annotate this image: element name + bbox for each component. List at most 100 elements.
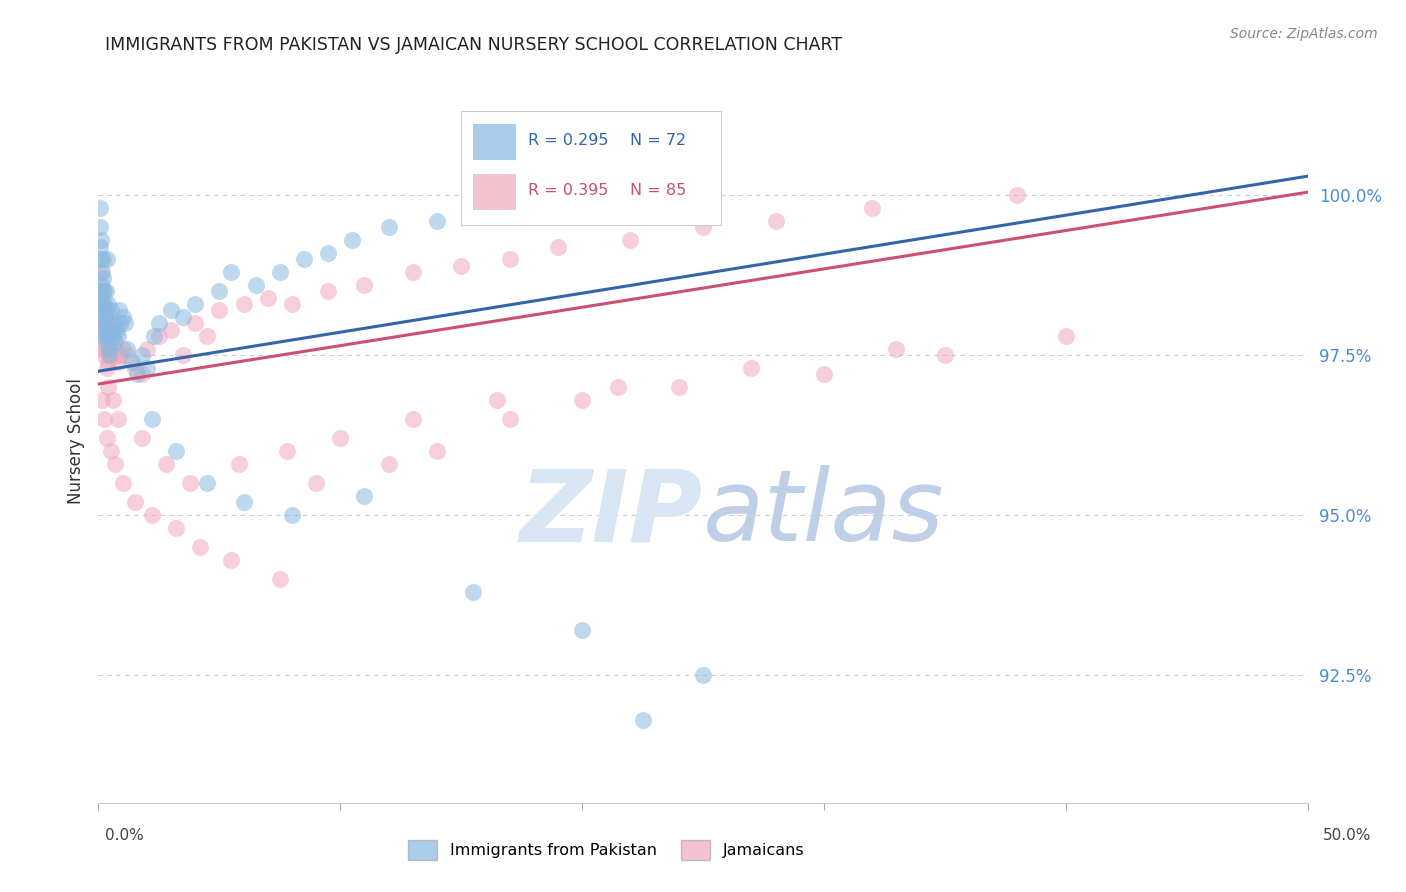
Point [97,297,120,311]
Point [97,342,120,356]
Point [232,495,254,509]
Point [172,310,194,324]
Point [184,297,207,311]
Point [104,335,127,350]
Point [96,252,118,267]
Point [89,239,111,253]
Text: N = 72: N = 72 [630,133,686,148]
Point [111,476,134,491]
Point [101,316,124,330]
Point [547,239,569,253]
Point [107,412,129,426]
Text: N = 85: N = 85 [630,184,686,198]
Point [96,431,118,445]
Point [105,323,128,337]
Point [329,431,352,445]
Point [94,323,117,337]
Point [108,316,131,330]
FancyBboxPatch shape [474,124,516,160]
Point [860,201,883,215]
Point [221,265,243,279]
Point [692,220,714,235]
Text: atlas: atlas [703,466,945,562]
Point [342,233,364,247]
Point [97,335,120,350]
Point [90,265,112,279]
Point [228,457,250,471]
Point [765,214,787,228]
Point [96,342,118,356]
Point [97,380,120,394]
Point [97,354,120,368]
Point [498,252,520,267]
Point [141,412,163,426]
Legend: Immigrants from Pakistan, Jamaicans: Immigrants from Pakistan, Jamaicans [409,840,804,860]
Point [131,431,153,445]
Point [96,285,118,299]
Text: IMMIGRANTS FROM PAKISTAN VS JAMAICAN NURSERY SCHOOL CORRELATION CHART: IMMIGRANTS FROM PAKISTAN VS JAMAICAN NUR… [105,36,842,54]
Point [305,476,328,491]
Point [91,271,114,285]
Point [353,489,375,503]
Point [100,303,122,318]
Point [90,277,112,292]
Point [740,361,762,376]
Point [165,521,187,535]
Point [269,572,291,586]
Point [93,323,115,337]
Point [486,392,509,407]
Point [107,329,129,343]
Point [90,233,112,247]
Point [155,457,177,471]
Point [93,285,115,299]
Point [619,233,641,247]
Point [165,444,187,458]
Point [353,277,375,292]
Point [184,316,207,330]
Point [276,444,298,458]
Point [91,252,114,267]
Point [93,297,115,311]
Point [98,348,121,362]
Point [97,316,120,330]
Point [89,303,111,318]
Point [172,348,194,362]
Point [90,252,112,267]
Point [103,323,125,337]
Point [269,265,291,279]
Point [316,285,339,299]
Point [607,380,630,394]
Point [232,297,254,311]
Point [160,323,183,337]
Point [108,348,131,362]
Point [131,368,153,382]
Point [94,316,117,330]
Point [692,668,714,682]
Point [124,495,146,509]
Text: Source: ZipAtlas.com: Source: ZipAtlas.com [1230,27,1378,41]
Point [91,297,114,311]
Point [195,329,218,343]
Text: ZIP: ZIP [520,466,703,562]
Point [94,303,117,318]
Point [668,380,690,394]
Text: R = 0.295: R = 0.295 [527,133,609,148]
Point [127,368,149,382]
Point [93,316,115,330]
Point [90,323,112,337]
Point [100,444,122,458]
Point [281,508,304,522]
Point [100,323,122,337]
Point [631,713,654,727]
Point [94,310,117,324]
Point [91,392,114,407]
Point [96,361,118,376]
Point [90,291,112,305]
Point [103,342,125,356]
Point [143,329,166,343]
Point [195,476,218,491]
Point [463,584,485,599]
Point [208,285,231,299]
Point [148,316,170,330]
Point [91,297,114,311]
